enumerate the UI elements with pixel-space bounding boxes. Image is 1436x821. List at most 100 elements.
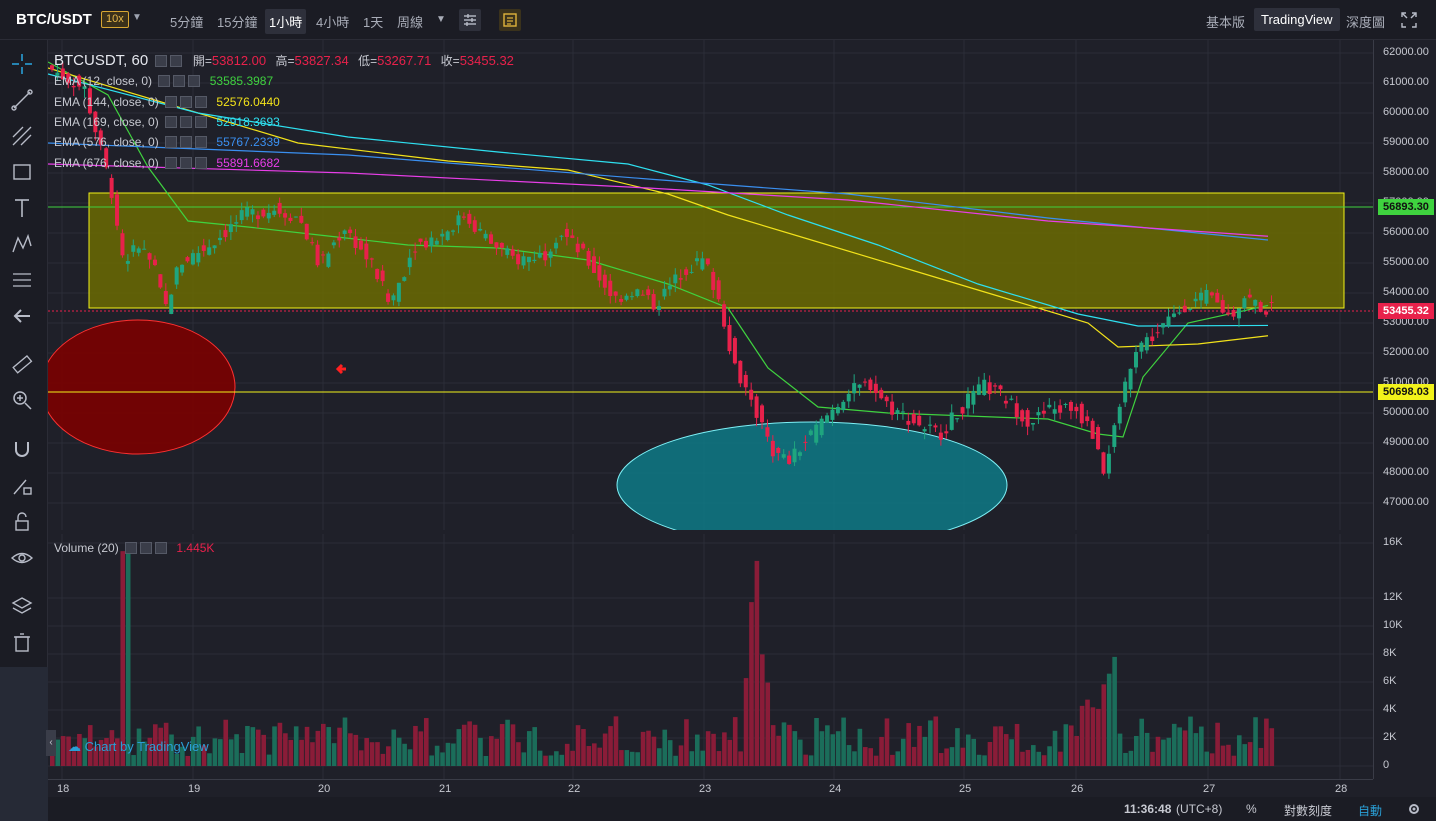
volume-bar bbox=[516, 742, 521, 766]
price-scale[interactable]: 62000.00 61000.00 60000.00 59000.00 58000.00… bbox=[1373, 40, 1436, 779]
trend-line-icon[interactable] bbox=[10, 88, 34, 112]
interval-1d[interactable]: 1天 bbox=[363, 15, 384, 30]
ema-676-eye-icon[interactable] bbox=[165, 157, 178, 169]
candle-body bbox=[77, 75, 82, 87]
timezone[interactable]: (UTC+8) bbox=[1176, 802, 1223, 816]
ema-legend-144[interactable]: EMA (144, close, 0) 52576.0440 bbox=[54, 95, 280, 109]
pitchfork-icon[interactable] bbox=[10, 124, 34, 148]
interval-1w[interactable]: 周線 bbox=[397, 15, 424, 30]
time-axis[interactable]: 18 19 20 21 22 23 24 25 26 27 28 bbox=[48, 779, 1373, 797]
percent-toggle[interactable]: % bbox=[1246, 802, 1257, 816]
candle-body bbox=[1247, 294, 1252, 298]
ema-576-gear-icon[interactable] bbox=[180, 136, 193, 148]
interval-1h[interactable]: 1小時 bbox=[265, 9, 307, 34]
volume-bar bbox=[657, 748, 662, 766]
volume-bar bbox=[1058, 751, 1063, 766]
tradingview-watermark[interactable]: ☁ Chart by TradingView bbox=[68, 739, 209, 755]
ema-169-eye-icon[interactable] bbox=[165, 116, 178, 128]
rectangle-icon[interactable] bbox=[10, 160, 34, 184]
volume-bar bbox=[911, 746, 917, 766]
volume-legend[interactable]: Volume (20) 1.445K bbox=[54, 541, 214, 555]
candle-body bbox=[66, 73, 71, 84]
view-depth[interactable]: 深度圖 bbox=[1346, 15, 1386, 30]
ema-12-close-icon[interactable] bbox=[188, 75, 201, 87]
candle-body bbox=[743, 374, 748, 388]
prediction-icon[interactable] bbox=[10, 268, 34, 292]
interval-4h[interactable]: 4小時 bbox=[316, 15, 350, 30]
red-arrow-drawing[interactable] bbox=[335, 363, 346, 375]
volume-bar bbox=[841, 717, 846, 766]
ema-12-gear-icon[interactable] bbox=[173, 75, 186, 87]
ema-144-gear-icon[interactable] bbox=[180, 96, 193, 108]
price-chart-pane[interactable]: BTCUSDT, 60 開=53812.00 高=53827.34 低=5326… bbox=[40, 40, 1373, 549]
pattern-icon[interactable] bbox=[10, 232, 34, 256]
volume-bar bbox=[895, 751, 901, 766]
candle-body bbox=[928, 424, 933, 426]
cyan-ellipse-drawing[interactable] bbox=[616, 421, 1008, 549]
legend-settings-icon[interactable] bbox=[169, 55, 182, 67]
volume-eye-icon[interactable] bbox=[125, 542, 138, 554]
crosshair-icon[interactable] bbox=[10, 52, 34, 76]
ema-legend-576[interactable]: EMA (576, close, 0) 55767.2339 bbox=[54, 135, 280, 149]
ema-legend-676[interactable]: EMA (676, close, 0) 55891.6682 bbox=[54, 156, 280, 170]
volume-bar bbox=[478, 737, 483, 766]
candle-body bbox=[564, 228, 569, 237]
indicators-list-icon[interactable] bbox=[499, 9, 521, 31]
view-basic[interactable]: 基本版 bbox=[1206, 15, 1246, 30]
ruler-icon[interactable] bbox=[10, 352, 34, 376]
ema-legend-12[interactable]: EMA (12, close, 0) 53585.3987 bbox=[54, 74, 273, 88]
ema-576-eye-icon[interactable] bbox=[165, 136, 178, 148]
more-intervals-dropdown-icon[interactable]: ▼ bbox=[436, 14, 446, 25]
volume-chart-canvas[interactable] bbox=[48, 534, 1373, 779]
zoom-in-icon[interactable] bbox=[10, 388, 34, 412]
volume-bar bbox=[835, 731, 841, 766]
volume-pane[interactable]: Volume (20) 1.445K ‹ ☁ Chart by TradingV… bbox=[46, 534, 1373, 779]
ema-676-close-icon[interactable] bbox=[195, 157, 208, 169]
volume-bar bbox=[1242, 744, 1247, 766]
legend-visibility-icon[interactable] bbox=[154, 55, 167, 67]
interval-5m[interactable]: 5分鐘 bbox=[170, 15, 204, 30]
price-chart-canvas[interactable] bbox=[40, 40, 1373, 549]
yellow-zone-rectangle[interactable] bbox=[88, 192, 1345, 309]
ema-169-gear-icon[interactable] bbox=[180, 116, 193, 128]
indicator-settings-icon[interactable] bbox=[459, 9, 481, 31]
ema-legend-169[interactable]: EMA (169, close, 0) 52918.3693 bbox=[54, 115, 280, 129]
text-icon[interactable] bbox=[10, 196, 34, 220]
fullscreen-icon[interactable] bbox=[1398, 9, 1420, 31]
volume-bar bbox=[1220, 745, 1226, 766]
trash-icon[interactable] bbox=[10, 630, 34, 654]
red-ellipse-drawing[interactable] bbox=[40, 319, 236, 455]
interval-15m[interactable]: 15分鐘 bbox=[217, 15, 258, 30]
ema-144-close-icon[interactable] bbox=[195, 96, 208, 108]
ema-144-eye-icon[interactable] bbox=[165, 96, 178, 108]
candle-body bbox=[201, 245, 206, 251]
volume-bar bbox=[55, 739, 61, 766]
ema-12-eye-icon[interactable] bbox=[158, 75, 171, 87]
time-axis-label: 24 bbox=[829, 783, 842, 795]
symbol-dropdown-icon[interactable]: ▼ bbox=[132, 12, 142, 23]
collapse-toolbar-button[interactable]: ‹ bbox=[46, 730, 56, 756]
layers-icon[interactable] bbox=[10, 594, 34, 618]
volume-close-icon[interactable] bbox=[155, 542, 168, 554]
ema-169-close-icon[interactable] bbox=[195, 116, 208, 128]
view-tradingview[interactable]: TradingView bbox=[1254, 8, 1340, 31]
volume-bar bbox=[1063, 724, 1069, 766]
log-scale-toggle[interactable]: 對數刻度 bbox=[1284, 804, 1333, 818]
volume-bar bbox=[722, 732, 727, 766]
candle-body bbox=[369, 258, 374, 260]
volume-gear-icon[interactable] bbox=[140, 542, 153, 554]
volume-bar bbox=[678, 745, 684, 766]
visibility-eye-icon[interactable] bbox=[10, 546, 34, 570]
settings-gear-icon[interactable] bbox=[1406, 801, 1422, 817]
back-arrow-icon[interactable] bbox=[10, 304, 34, 328]
ema-676-gear-icon[interactable] bbox=[180, 157, 193, 169]
symbol-name[interactable]: BTC/USDT bbox=[16, 11, 92, 28]
lock-drawing-icon[interactable] bbox=[10, 474, 34, 498]
candle-body bbox=[662, 288, 667, 297]
magnet-icon[interactable] bbox=[10, 438, 34, 462]
candle-body bbox=[331, 242, 336, 246]
leverage-badge[interactable]: 10x bbox=[101, 11, 129, 28]
auto-scale-toggle[interactable]: 自動 bbox=[1358, 804, 1383, 818]
ema-576-close-icon[interactable] bbox=[195, 136, 208, 148]
lock-icon[interactable] bbox=[10, 510, 34, 534]
